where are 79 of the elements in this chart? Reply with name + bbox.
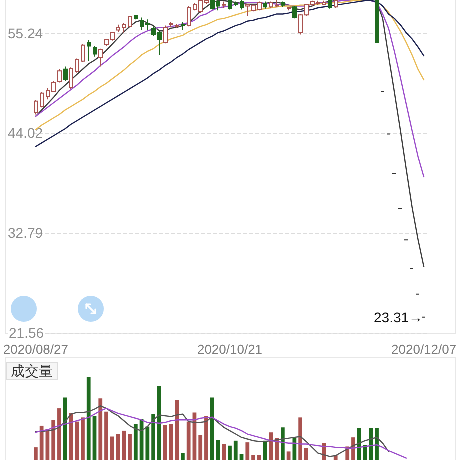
bar (181, 453, 185, 460)
y-tick-label: 55.24 (8, 25, 44, 42)
bar (34, 448, 38, 460)
candlestick (175, 24, 179, 29)
candlestick (75, 58, 79, 74)
bar (280, 428, 285, 460)
bar (81, 418, 85, 460)
x-tick-label: 2020/08/27 (3, 342, 68, 357)
bar (98, 398, 103, 460)
candlestick (169, 22, 173, 28)
candlestick (287, 6, 291, 12)
bar (298, 418, 303, 460)
candlestick (281, 1, 285, 8)
bar (128, 434, 132, 460)
bar (286, 452, 291, 460)
bar (52, 420, 56, 460)
candlestick (63, 66, 68, 82)
candlestick (263, 1, 267, 10)
y-tick-label: 44.02 (8, 125, 44, 142)
candlestick (375, 0, 379, 44)
bar (186, 422, 191, 460)
y-tick-label: 32.79 (8, 225, 44, 242)
bar (175, 400, 180, 460)
bar (146, 426, 150, 460)
candlestick (98, 48, 103, 68)
candlestick (116, 24, 120, 33)
bar (157, 386, 162, 460)
bar (375, 428, 379, 460)
candlestick (181, 22, 185, 31)
bar (246, 442, 250, 460)
candlestick (292, 6, 297, 20)
bar (198, 435, 203, 460)
bar (152, 414, 156, 460)
bar (58, 408, 62, 460)
y-tick-label: 21.56 (9, 325, 44, 341)
bar (92, 416, 97, 460)
bar (228, 446, 232, 460)
bar (110, 436, 114, 460)
bar (75, 422, 80, 460)
candlestick (187, 6, 191, 28)
bar (63, 398, 68, 460)
candlestick (69, 67, 73, 90)
bar (369, 428, 374, 460)
bar (234, 440, 238, 460)
candlestick (328, 0, 332, 10)
bar (304, 448, 308, 460)
chart-title: 成交量 (11, 363, 53, 379)
bar (292, 438, 297, 460)
bar (122, 430, 126, 460)
bar (169, 424, 174, 460)
bar (216, 440, 220, 460)
bar (40, 426, 44, 460)
bar (86, 377, 91, 460)
bar (134, 424, 138, 460)
candlestick (128, 16, 132, 28)
candlestick (93, 46, 97, 58)
candlestick (240, 0, 244, 10)
bar (104, 412, 108, 460)
bar (222, 444, 226, 460)
bar (204, 416, 208, 460)
bar (357, 428, 362, 460)
candlestick (134, 14, 138, 20)
x-tick-label: 2020/12/07 (392, 342, 457, 357)
candlestick (87, 40, 91, 62)
candlestick (122, 22, 126, 34)
candlestick (228, 0, 232, 10)
candlestick (81, 44, 85, 63)
annotation: 23.31→ (374, 309, 424, 326)
bar (210, 398, 214, 460)
x-tick-label: 2020/10/21 (197, 342, 263, 357)
candlestick (34, 100, 38, 116)
bar (252, 455, 256, 460)
candlestick (163, 25, 168, 44)
candlestick (40, 92, 44, 108)
bar (257, 455, 262, 460)
bar (240, 454, 244, 460)
candlestick (234, 1, 238, 7)
bar (163, 425, 168, 460)
bar (269, 432, 274, 460)
